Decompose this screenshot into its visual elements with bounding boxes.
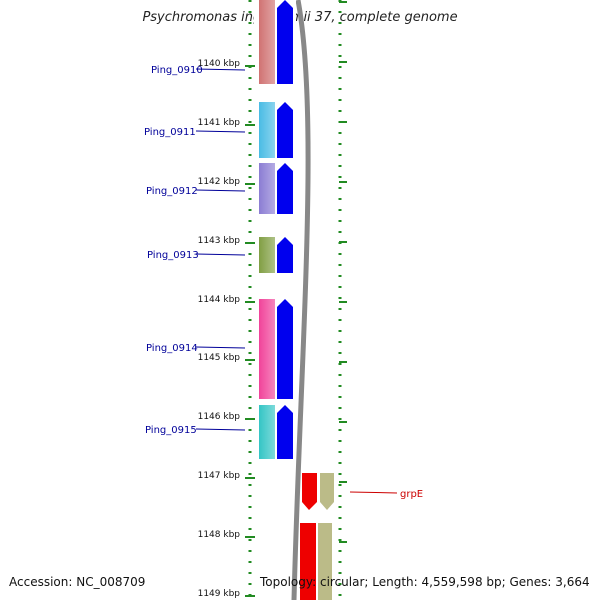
gene-block: [259, 0, 275, 84]
gene-label: Ping_0910: [151, 65, 203, 76]
gene-block-reverse: [318, 523, 332, 600]
gene-label: Ping_0911: [144, 127, 196, 138]
gene-block: [259, 405, 275, 459]
tick-label: 1142 kbp: [198, 177, 241, 187]
gene-block-reverse: [320, 473, 334, 510]
label-connector: [195, 68, 246, 71]
accession-text: Accession: NC_008709: [9, 575, 146, 589]
topology-text: Topology: circular; Length: 4,559,598 bp…: [260, 575, 590, 589]
tick-label: 1143 kbp: [198, 236, 241, 246]
gene-label: Ping_0913: [147, 250, 199, 261]
gene-block: [259, 163, 275, 214]
cds-arrow-forward: [277, 0, 293, 84]
tick-label: 1140 kbp: [198, 59, 241, 69]
label-connector: [195, 130, 246, 133]
gene-block: [259, 237, 275, 273]
tick-label: 1141 kbp: [198, 118, 241, 128]
label-connector: [349, 491, 398, 494]
kbp-ticks: 1140 kbp 1141 kbp 1142 kbp 1143 kbp 1144 kbp…: [198, 59, 255, 599]
cds-arrow-forward: [277, 237, 293, 273]
label-connector: [195, 428, 246, 431]
tick-label: 1149 kbp: [198, 589, 241, 599]
cds-block-reverse: [300, 523, 316, 600]
dashed-guide-lines: [248, 0, 347, 600]
label-connector: [195, 189, 246, 192]
cds-arrow-reverse: [302, 473, 317, 510]
tick-label: 1144 kbp: [198, 295, 241, 305]
gene-label-grpe: grpE: [400, 489, 423, 500]
gene-label: Ping_0915: [145, 425, 197, 436]
label-connector: [195, 346, 246, 349]
cds-arrow-forward: [277, 405, 293, 459]
gene-label: Ping_0912: [146, 186, 198, 197]
cds-arrow-forward: [277, 163, 293, 214]
gene-label: Ping_0914: [146, 343, 198, 354]
tick-label: 1146 kbp: [198, 412, 241, 422]
label-connector: [195, 253, 246, 256]
gene-features: Ping_0910 Ping_0911 Ping_0912 Ping_0913 Ping…: [144, 0, 423, 600]
gene-block: [259, 102, 275, 158]
tick-label: 1147 kbp: [198, 471, 241, 481]
genome-backbone: [291, 0, 311, 600]
cds-arrow-forward: [277, 102, 293, 158]
tick-label: 1148 kbp: [198, 530, 241, 540]
gene-block: [259, 299, 275, 399]
cds-arrow-forward: [277, 299, 293, 399]
tick-label: 1145 kbp: [198, 353, 241, 363]
